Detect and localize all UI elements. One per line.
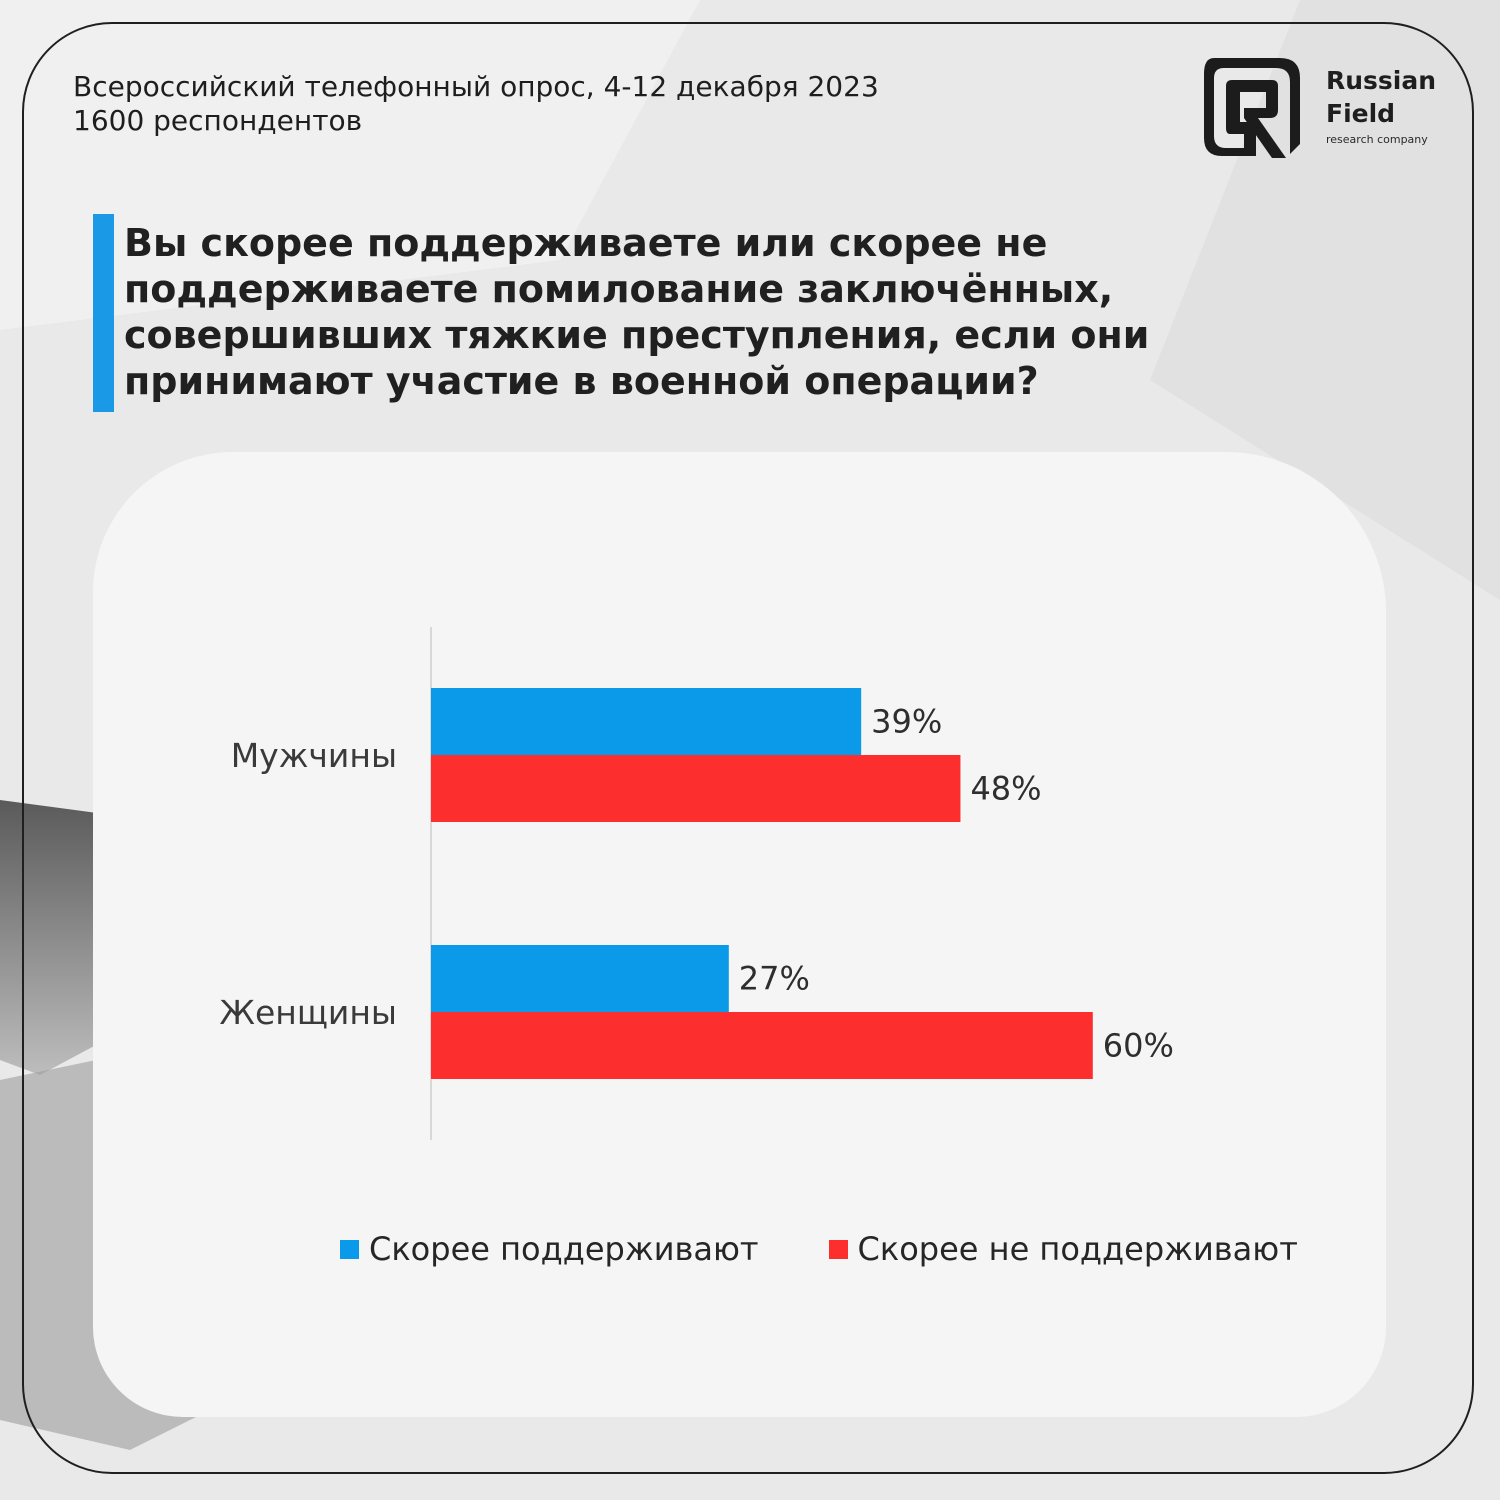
- bar-oppose-0: [431, 755, 961, 822]
- logo-name: Russian Field: [1326, 64, 1436, 130]
- legend-swatch-oppose: [828, 1239, 848, 1259]
- legend-item-oppose: Скорее не поддерживают: [828, 1230, 1298, 1268]
- question-title: Вы скорее поддерживаете или скорее не по…: [124, 221, 1150, 403]
- logo-tagline: research company: [1326, 133, 1428, 146]
- survey-line: Всероссийский телефонный опрос, 4-12 дек…: [73, 70, 879, 103]
- category-label-0: Мужчины: [231, 736, 397, 775]
- respondents-line: 1600 респондентов: [73, 104, 363, 137]
- data-label-support-1: 27%: [739, 960, 810, 998]
- bar-oppose-1: [431, 1012, 1093, 1079]
- logo-name-line2: Field: [1326, 99, 1396, 128]
- data-label-oppose-0: 48%: [970, 770, 1041, 808]
- data-label-support-0: 39%: [871, 703, 942, 741]
- category-label-1: Женщины: [219, 993, 397, 1032]
- russian-field-logo-icon: [1204, 58, 1300, 158]
- chart-legend: Скорее поддерживают Скорее не поддержива…: [340, 1230, 1368, 1268]
- bar-support-0: [431, 688, 862, 755]
- survey-meta: Всероссийский телефонный опрос, 4-12 дек…: [73, 70, 879, 138]
- legend-swatch-support: [340, 1239, 359, 1259]
- legend-item-support: Скорее поддерживают: [340, 1230, 759, 1268]
- legend-label-oppose: Скорее не поддерживают: [857, 1230, 1298, 1268]
- logo-name-line1: Russian: [1326, 66, 1437, 95]
- data-label-oppose-1: 60%: [1103, 1027, 1174, 1065]
- chart-panel: [93, 452, 1386, 1417]
- legend-label-support: Скорее поддерживают: [369, 1230, 759, 1268]
- bar-support-1: [431, 945, 729, 1012]
- question-accent-bar: [93, 214, 114, 412]
- card-frame: [22, 22, 1474, 1474]
